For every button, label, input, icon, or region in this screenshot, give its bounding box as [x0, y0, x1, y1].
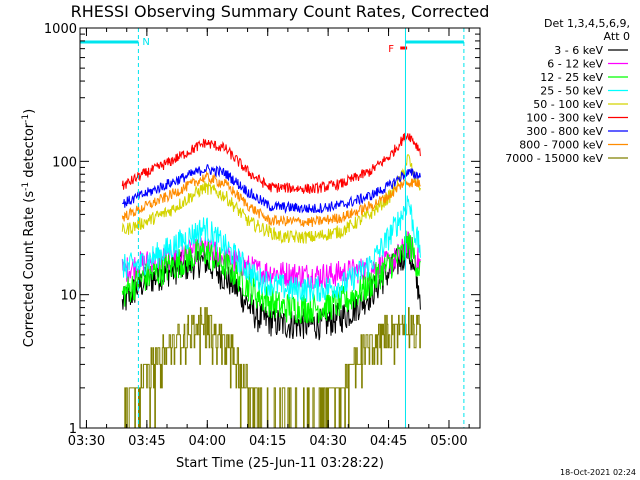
x-tick-label-3: 04:00 — [189, 434, 226, 449]
legend-label-6: 100 - 300 keV — [526, 112, 603, 125]
night-label: N — [142, 37, 149, 48]
series-line-1 — [121, 235, 421, 341]
y-tick-label-4: 1000 — [44, 22, 77, 37]
x-axis-label: Start Time (25-Jun-11 03:28:22) — [176, 456, 384, 471]
series-line-8 — [121, 170, 421, 227]
x-tick-label-1: 03:30 — [68, 434, 105, 449]
timestamp: 18-Oct-2021 02:24 — [560, 468, 636, 477]
y-axis-label-exp1: -1 — [21, 182, 31, 191]
x-tick-label-5: 04:30 — [309, 434, 346, 449]
legend-header-attenuator: Att 0 — [604, 30, 630, 43]
legend-label-9: 7000 - 15000 keV — [505, 152, 603, 165]
y-tick-label-2: 10 — [60, 289, 77, 304]
y-tick-label-3: 100 — [52, 155, 77, 170]
x-tick-label-7: 05:00 — [430, 434, 467, 449]
plot-frame — [79, 27, 481, 429]
legend-label-1: 3 - 6 keV — [554, 44, 603, 57]
x-tick-label-4: 04:15 — [249, 434, 286, 449]
series-line-3 — [121, 230, 421, 324]
y-axis-label: Corrected Count Rate (s-1 detector-1) — [21, 109, 37, 347]
legend-label-4: 25 - 50 keV — [540, 85, 603, 98]
chart-title: RHESSI Observing Summary Count Rates, Co… — [71, 2, 490, 21]
legend-label-2: 6 - 12 keV — [547, 58, 603, 71]
legend-header-detectors: Det 1,3,4,5,6,9, — [544, 17, 630, 30]
x-tick-label-2: 03:45 — [128, 434, 165, 449]
series-line-7 — [121, 163, 421, 215]
y-axis-label-exp2: -1 — [21, 114, 31, 123]
y-axis-label-mid: detector — [22, 122, 37, 182]
legend-label-7: 300 - 800 keV — [526, 125, 603, 138]
x-tick-label-6: 04:45 — [370, 434, 407, 449]
x-axis-ticks: 03:30 03:45 04:00 04:15 04:30 04:45 05:00 — [68, 28, 470, 449]
y-axis-ticks: 1 10 100 1000 — [44, 22, 480, 437]
legend-label-8: 800 - 7000 keV — [519, 139, 603, 152]
legend-label-3: 12 - 25 keV — [540, 71, 603, 84]
series-line-5 — [121, 153, 421, 245]
legend-label-5: 50 - 100 keV — [533, 98, 603, 111]
plot-area — [121, 132, 421, 429]
flare-label: F — [388, 44, 394, 55]
y-axis-label-end: ) — [22, 109, 37, 114]
series-line-4 — [121, 195, 421, 303]
y-axis-label-main: Corrected Count Rate (s — [22, 191, 37, 348]
y-tick-label-1: 1 — [69, 422, 77, 437]
series-line-6 — [121, 132, 421, 194]
